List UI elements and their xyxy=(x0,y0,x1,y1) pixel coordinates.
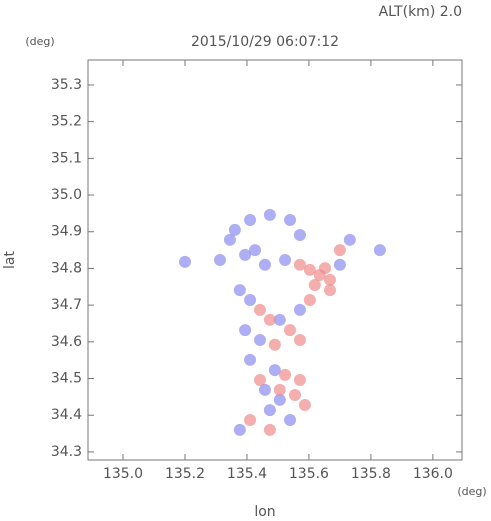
echo-point xyxy=(263,423,276,436)
echo-point xyxy=(343,233,356,246)
y-tick-label: 34.8 xyxy=(51,260,82,276)
y-unit: (deg) xyxy=(25,35,54,48)
y-tick-label: 34.7 xyxy=(51,297,82,313)
echo-point xyxy=(298,398,311,411)
echo-point xyxy=(244,353,257,366)
echo-point xyxy=(239,248,252,261)
echo-point xyxy=(308,278,321,291)
echo-point xyxy=(333,258,346,271)
y-tick-label: 35.3 xyxy=(51,77,82,93)
echo-point xyxy=(284,414,297,426)
echo-point xyxy=(249,244,262,257)
echo-point xyxy=(279,254,292,266)
echo-point xyxy=(293,229,306,242)
echo-point xyxy=(273,383,286,396)
echo-point xyxy=(279,368,292,381)
echo-point xyxy=(214,254,226,266)
echo-point xyxy=(244,414,257,426)
x-unit: (deg) xyxy=(457,485,486,498)
echo-point xyxy=(258,258,271,271)
echo-point xyxy=(293,258,306,271)
x-tick-label: 135.6 xyxy=(289,466,329,482)
echo-point xyxy=(228,223,241,236)
echo-point xyxy=(303,263,316,276)
y-tick-label: 34.5 xyxy=(51,371,82,387)
echo-point xyxy=(324,284,336,297)
echo-point xyxy=(333,244,346,257)
echo-point xyxy=(253,303,266,316)
y-tick-label: 35.1 xyxy=(51,150,82,166)
echo-point xyxy=(373,244,386,257)
echo-point xyxy=(293,374,306,386)
x-tick-label: 136.0 xyxy=(413,466,453,482)
altitude-label: ALT(km) 2.0 xyxy=(379,4,462,20)
echo-point xyxy=(253,374,266,386)
echo-point xyxy=(244,214,257,226)
echo-point xyxy=(303,294,316,306)
y-tick-label: 34.4 xyxy=(51,407,82,423)
x-axis-label: lon xyxy=(254,504,275,520)
echo-point xyxy=(253,334,266,346)
echo-point xyxy=(223,233,236,246)
echo-point xyxy=(319,262,332,275)
x-tick-label: 135.4 xyxy=(227,466,267,482)
echo-point xyxy=(284,214,297,226)
x-tick-label: 135.0 xyxy=(103,466,143,482)
echo-point xyxy=(288,389,301,402)
echo-point xyxy=(178,255,191,268)
chart-title: 2015/10/29 06:07:12 xyxy=(191,34,339,50)
echo-point xyxy=(268,338,281,351)
y-tick-label: 34.3 xyxy=(51,444,82,460)
echo-point xyxy=(263,404,276,417)
echo-point xyxy=(244,294,257,306)
echo-point xyxy=(273,393,286,406)
x-tick-label: 135.8 xyxy=(351,466,391,482)
y-tick-label: 35.0 xyxy=(51,187,82,203)
x-tick-label: 135.2 xyxy=(165,466,205,482)
echo-point xyxy=(263,208,276,221)
y-axis-label: lat xyxy=(2,251,18,269)
echo-point xyxy=(233,423,246,436)
echo-point xyxy=(324,273,336,286)
echo-point xyxy=(233,284,246,297)
echo-point xyxy=(258,383,271,396)
echo-point xyxy=(268,364,281,377)
echo-point xyxy=(263,313,276,326)
echo-point xyxy=(293,334,306,346)
plot-frame xyxy=(87,59,463,461)
y-tick-label: 34.9 xyxy=(51,224,82,240)
echo-point xyxy=(273,313,286,326)
echo-point xyxy=(239,324,252,337)
y-tick-label: 34.6 xyxy=(51,334,82,350)
echo-point xyxy=(284,324,297,337)
y-tick-label: 35.2 xyxy=(51,114,82,130)
echo-point xyxy=(293,303,306,316)
